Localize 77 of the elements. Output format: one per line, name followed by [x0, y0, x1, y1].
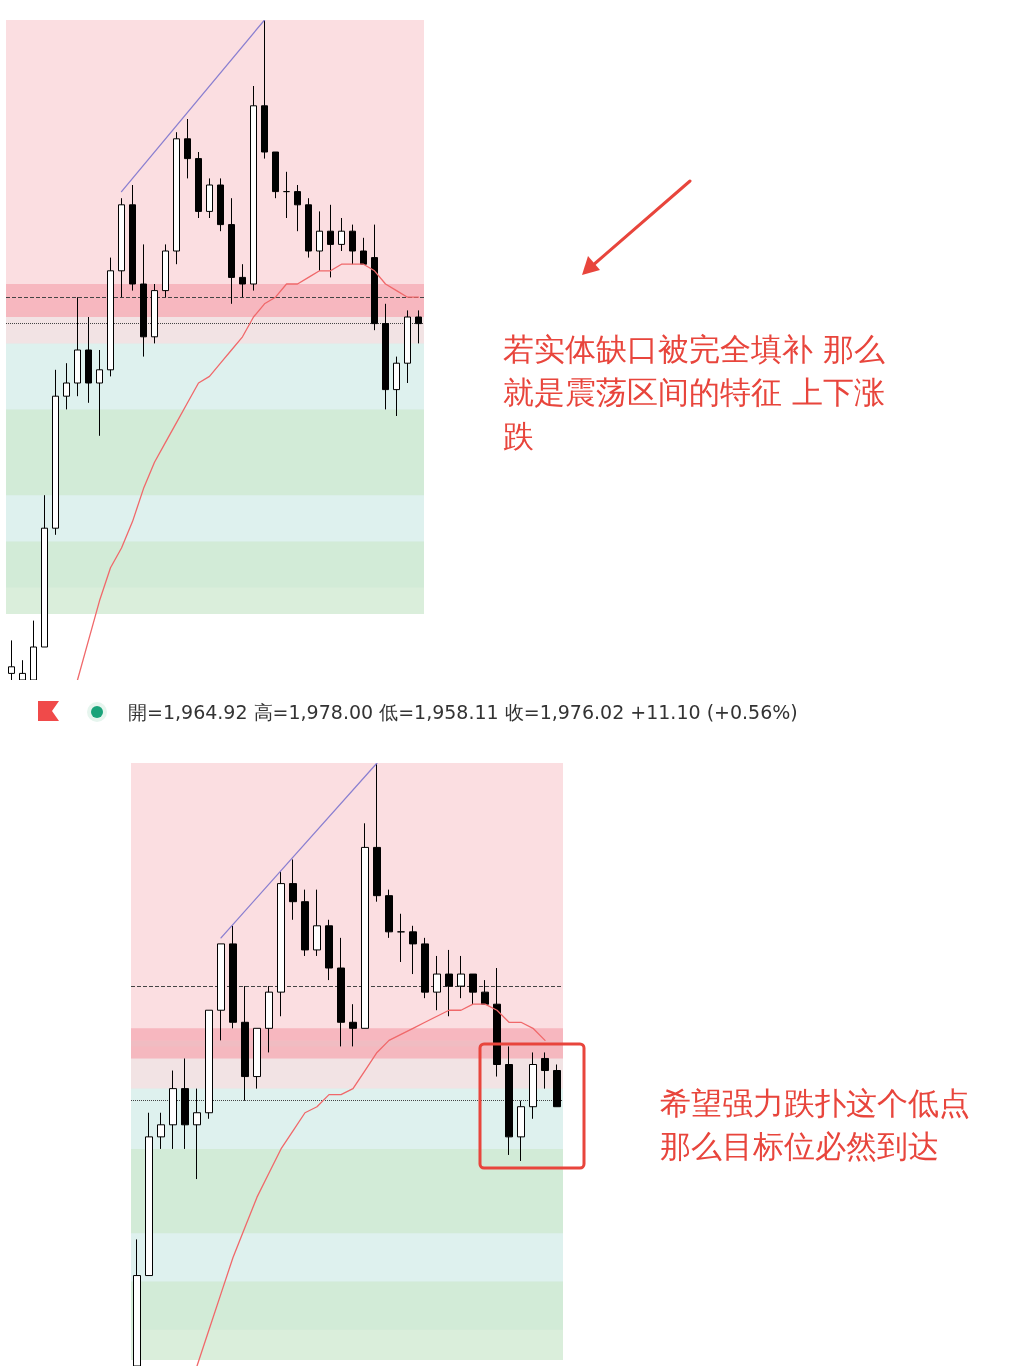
candlestick [85, 316, 92, 404]
candlestick [457, 955, 465, 999]
candlestick [261, 20, 268, 160]
candlestick [397, 913, 405, 963]
candlestick [327, 204, 334, 278]
candlestick [325, 919, 333, 981]
candlestick [181, 1057, 189, 1150]
candlestick [393, 356, 400, 417]
candlestick [361, 822, 369, 1029]
candlestick [385, 889, 393, 939]
candlestick [162, 243, 169, 298]
candlestick [229, 925, 237, 1029]
candlestick [481, 979, 489, 1005]
candlestick [289, 858, 297, 921]
candlestick [250, 85, 257, 292]
candlestick [19, 659, 26, 680]
candlestick [151, 283, 158, 344]
candlestick [349, 224, 356, 265]
candlestick [445, 949, 453, 1017]
candlestick [41, 494, 48, 648]
candlestick [316, 210, 323, 272]
candlestick [8, 639, 15, 680]
text: 希望强力跌扑这个低点那么目标位必然到达 [660, 1084, 971, 1167]
candlestick [173, 131, 180, 265]
candlestick [541, 1051, 549, 1090]
candlestick [74, 296, 81, 397]
candlestick [493, 967, 501, 1078]
candlestick [294, 184, 301, 232]
candlestick [517, 1100, 525, 1162]
text: 開=1,964.92 高=1,978.00 低=1,958.11 收=1,976.02 +11.10 (+0.56%) [128, 700, 799, 725]
candlestick [217, 177, 224, 232]
candlestick [157, 1112, 165, 1150]
candlestick [360, 237, 367, 265]
candlestick [140, 243, 147, 358]
candlestick [195, 151, 202, 219]
candlestick [96, 349, 103, 437]
candlestick [169, 1070, 177, 1150]
candlestick [305, 197, 312, 259]
text: 若实体缺口被完全填补 那么就是震荡区间的特征 上下涨跌 [503, 330, 886, 456]
candlestick [118, 197, 125, 298]
candlestick [193, 1088, 201, 1180]
candlestick [301, 889, 309, 957]
candlestick [228, 197, 235, 305]
candlestick [206, 177, 213, 219]
candlestick [337, 937, 345, 1047]
candlestick [30, 620, 37, 680]
candlestick [239, 263, 246, 298]
candlestick [338, 217, 345, 252]
candlestick [133, 1238, 141, 1366]
candlestick [382, 303, 389, 410]
candlestick [217, 943, 225, 1041]
candlestick [241, 985, 249, 1102]
candlestick [107, 257, 114, 377]
candlestick [404, 309, 411, 384]
candlestick [349, 1003, 357, 1047]
candlestick [145, 1112, 153, 1277]
candlestick [63, 362, 70, 410]
candlestick [253, 1027, 261, 1090]
candlestick [52, 369, 59, 536]
candlestick [277, 871, 285, 1017]
candlestick [272, 151, 279, 199]
candlestick [469, 973, 477, 1005]
candlestick [283, 171, 290, 219]
candlestick [529, 1051, 537, 1120]
candlestick [371, 224, 378, 331]
candlestick [415, 309, 422, 344]
candlestick [421, 937, 429, 999]
candlestick [553, 1064, 561, 1108]
candlestick [505, 1045, 513, 1156]
candlestick [184, 118, 191, 179]
candlestick [313, 889, 321, 957]
candlestick [409, 925, 417, 975]
candlestick [373, 763, 381, 903]
candlestick [129, 184, 136, 292]
candlestick [205, 1009, 213, 1120]
candlestick [433, 955, 441, 1011]
candlestick [265, 985, 273, 1053]
